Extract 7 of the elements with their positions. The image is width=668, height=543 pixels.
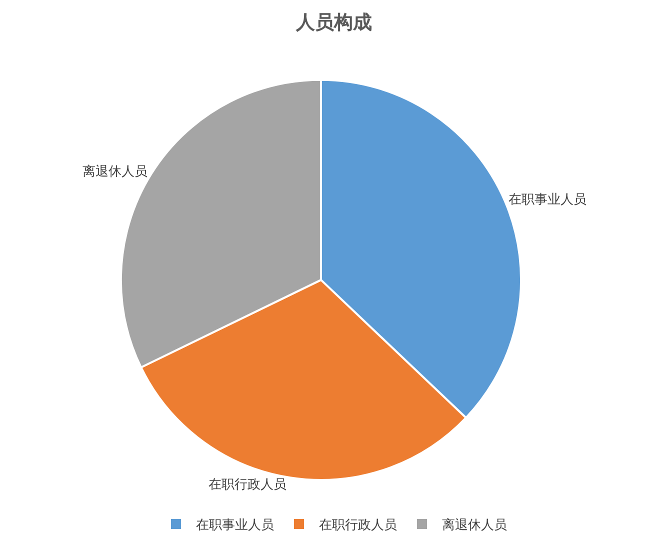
slice-label: 离退休人员	[82, 164, 148, 180]
slice-label: 在职行政人员	[208, 477, 287, 492]
legend-label: 在职行政人员	[319, 518, 397, 534]
legend-label: 离退休人员	[442, 517, 507, 534]
legend-label: 在职事业人员	[196, 518, 274, 534]
chart-title: 人员构成	[295, 11, 372, 34]
slice-label: 在职事业人员	[508, 192, 587, 208]
